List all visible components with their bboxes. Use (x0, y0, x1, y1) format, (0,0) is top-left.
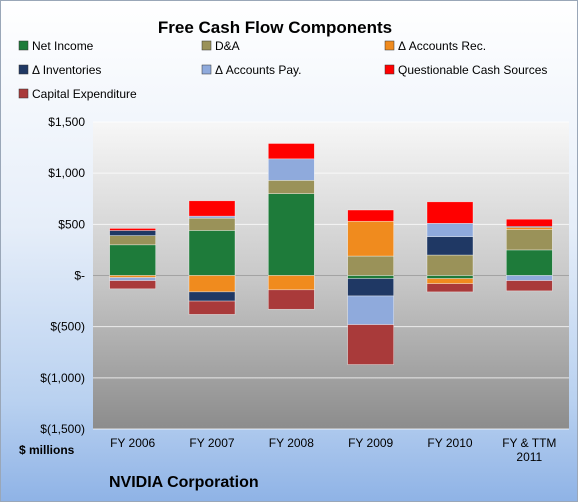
y-tick-label-1: $1,000 (48, 166, 85, 180)
bar-0-0 (109, 244, 156, 276)
y-axis: $1,500 $1,000 $500 $- $(500) $(1,000) $(1,500) (40, 115, 85, 436)
y-tick-label-5: $(1,000) (40, 371, 85, 385)
bar-5-1 (506, 229, 553, 251)
legend-label-3: Δ Inventories (32, 63, 101, 77)
x-tick-label-1: FY 2007 (189, 436, 234, 450)
y-tick-label-0: $1,500 (48, 115, 85, 129)
x-axis: FY 2006 FY 2007 FY 2008 FY 2009 FY 2010 FY & … (110, 436, 556, 464)
bar-5-5 (506, 218, 553, 227)
bar-1-1 (188, 217, 236, 231)
bar-2-1 (268, 180, 315, 194)
bar-4-4 (426, 223, 474, 237)
bar-4-1 (426, 254, 474, 276)
bar-1-3 (188, 291, 236, 302)
x-tick-label-4: FY 2010 (427, 436, 472, 450)
bar-2-6 (268, 289, 315, 310)
bar-1-6 (188, 300, 236, 315)
y-tick-label-3: $- (74, 269, 85, 283)
bar-2-2 (268, 275, 315, 291)
legend-swatch-4 (201, 64, 212, 75)
bar-0-4 (109, 277, 156, 281)
bar-4-2 (426, 278, 474, 284)
bar-4-5 (426, 201, 474, 224)
bar-3-4 (347, 295, 394, 325)
legend-swatch-3 (18, 64, 29, 75)
legend-swatch-2 (384, 40, 395, 51)
bar-3-5 (347, 209, 394, 222)
bar-5-2 (506, 227, 553, 230)
x-tick-label-5: FY & TTM 2011 (502, 436, 556, 464)
legend-label-0: Net Income (32, 39, 94, 53)
legend-swatch-1 (201, 40, 212, 51)
bar-3-0 (347, 275, 394, 279)
x-tick-label-3: FY 2009 (348, 436, 393, 450)
bar-3-6 (347, 324, 394, 365)
company-name: NVIDIA Corporation (109, 474, 259, 491)
gridlines (93, 121, 569, 430)
y-tick-label-4: $(500) (50, 320, 85, 334)
bar-1-5 (188, 200, 236, 217)
bar-1-4 (188, 215, 236, 219)
bar-0-1 (109, 235, 156, 246)
bar-1-2 (188, 275, 236, 293)
y-axis-unit-label: $ millions (19, 443, 75, 457)
x-tick-label-2: FY 2008 (269, 436, 314, 450)
legend-label-5: Questionable Cash Sources (398, 63, 547, 77)
x-tick-label-0: FY 2006 (110, 436, 155, 450)
legend-swatch-6 (18, 88, 29, 99)
bar-5-4 (506, 275, 553, 281)
y-tick-label-2: $500 (58, 217, 85, 231)
bar-3-3 (347, 278, 394, 297)
legend-label-2: Δ Accounts Rec. (398, 39, 486, 53)
legend-label-4: Δ Accounts Pay. (215, 63, 302, 77)
bar-1-0 (188, 230, 236, 276)
bar-3-2 (347, 220, 394, 257)
bar-0-6 (109, 280, 156, 290)
bar-3-1 (347, 255, 394, 276)
legend-swatch-5 (384, 64, 395, 75)
bar-0-3 (109, 230, 156, 236)
bar-4-3 (426, 236, 474, 256)
legend-label-6: Capital Expenditure (32, 87, 137, 101)
bar-2-4 (268, 158, 315, 181)
y-tick-label-6: $(1,500) (40, 422, 85, 436)
bar-4-0 (426, 275, 474, 279)
bars (109, 143, 553, 365)
bar-5-6 (506, 280, 553, 292)
legend: Net Income D&A Δ Accounts Rec. Δ Inventorie… (18, 39, 547, 101)
bar-2-0 (268, 193, 315, 276)
bar-2-5 (268, 143, 315, 160)
bar-5-0 (506, 249, 553, 276)
legend-swatch-0 (18, 40, 29, 51)
legend-label-1: D&A (215, 39, 240, 53)
bar-4-6 (426, 283, 474, 293)
bar-0-2 (109, 275, 156, 278)
bar-0-5 (109, 228, 156, 231)
chart-title: Free Cash Flow Components (158, 18, 392, 37)
